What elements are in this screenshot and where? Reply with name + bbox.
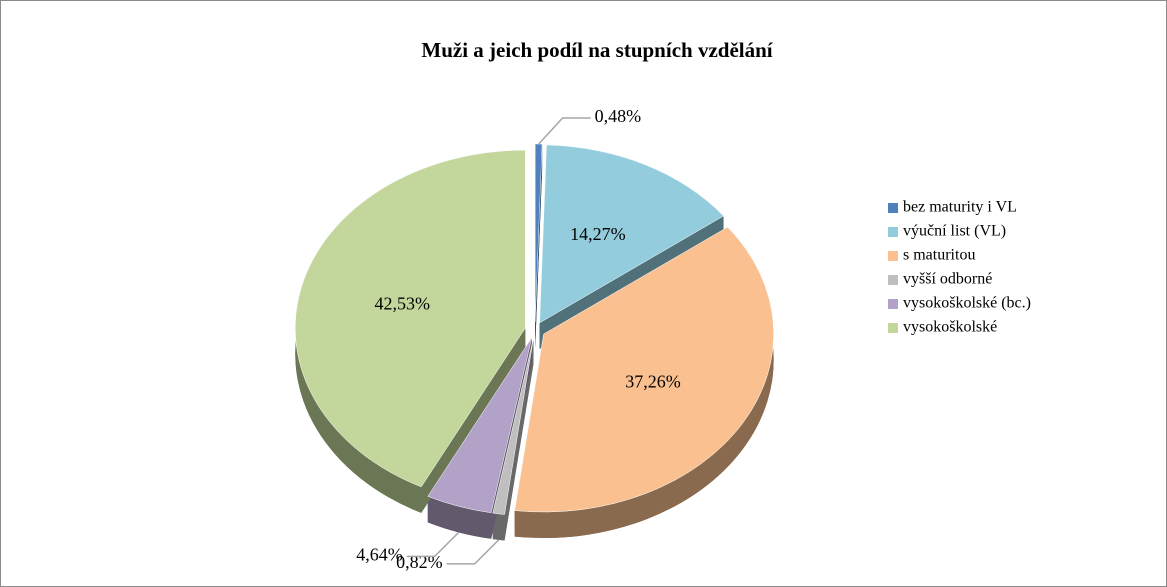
chart-title: Muži a jeich podíl na stupních vzdělání: [421, 38, 773, 62]
leader-line: [446, 539, 500, 565]
legend-swatch: [888, 203, 898, 213]
legend-label: vyšší odborné: [903, 271, 992, 288]
leader-line: [538, 117, 591, 145]
legend-label: bez maturity i VL: [903, 199, 1017, 216]
legend: bez maturity i VL výuční list (VL) s matur…: [888, 199, 1031, 336]
data-label: 42,53%: [374, 294, 430, 314]
leader-line: [406, 531, 460, 558]
slice: [514, 226, 774, 513]
slice: [534, 143, 543, 323]
slice: [539, 144, 724, 324]
legend-label: vysokoškolské: [903, 319, 997, 336]
slice-side: [427, 496, 492, 539]
slice: [427, 337, 533, 514]
data-label: 4,64%: [356, 544, 403, 564]
legend-swatch: [888, 323, 898, 333]
slice: [295, 149, 526, 488]
legend-swatch: [888, 275, 898, 285]
slice-side: [514, 227, 774, 539]
legend-label: vysokoškolské (bc.): [903, 295, 1031, 312]
data-label: 0,48%: [595, 106, 642, 126]
legend-swatch: [888, 227, 898, 237]
legend-label: s maturitou: [903, 247, 975, 264]
data-label: 37,26%: [625, 371, 681, 391]
legend-swatch: [888, 251, 898, 261]
data-label: 14,27%: [570, 224, 626, 244]
slice-edge: [535, 144, 543, 349]
pie: 0,48%14,27%37,26%0,82%4,64%42,53%: [295, 106, 774, 572]
slice: [492, 337, 534, 515]
legend-label: výuční list (VL): [903, 223, 1006, 240]
legend-swatch: [888, 299, 898, 309]
slice-side: [492, 513, 505, 541]
